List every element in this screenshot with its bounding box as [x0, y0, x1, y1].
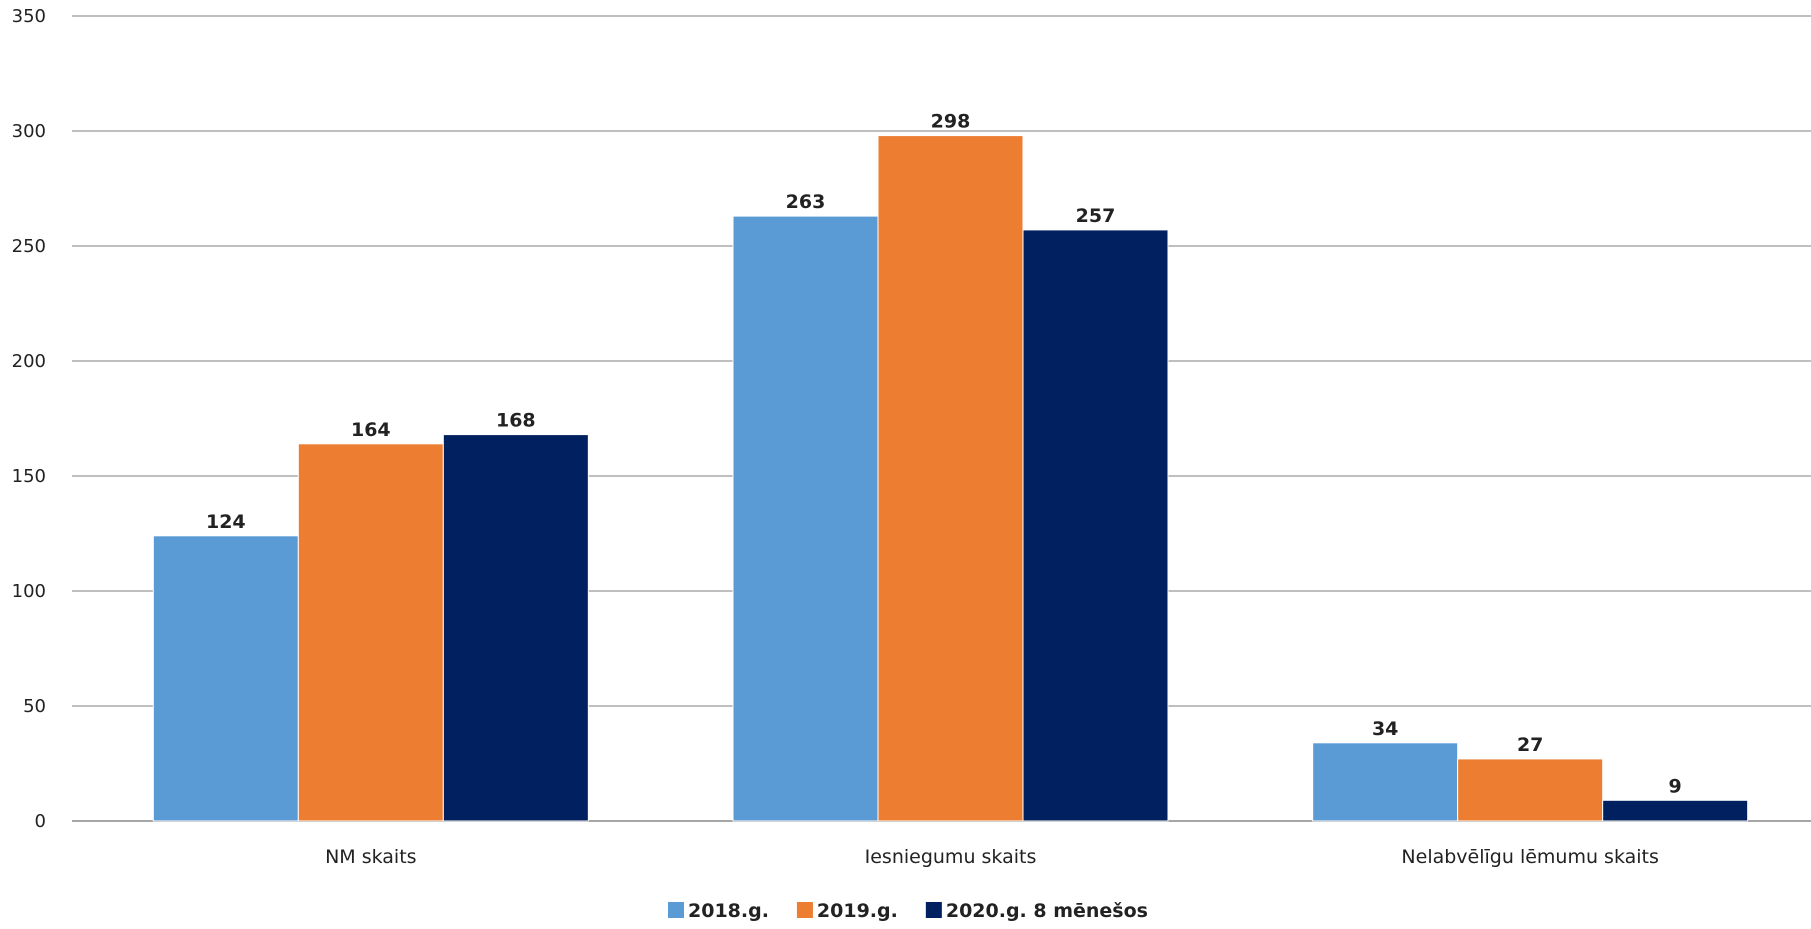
- y-tick-label: 200: [12, 351, 46, 372]
- bar: [297, 443, 444, 822]
- legend-swatch: [796, 902, 813, 918]
- bar: [877, 135, 1024, 822]
- data-labels: 124 164 168 263 298 257 34 27 9: [206, 111, 1682, 798]
- legend-label: 2019.g.: [817, 900, 898, 922]
- legend: 2018.g. 2019.g. 2020.g. 8 mēnešos: [668, 900, 1148, 922]
- y-tick-label: 150: [12, 466, 46, 487]
- x-category-label: NM skaits: [325, 846, 416, 868]
- data-label: 27: [1517, 734, 1543, 756]
- x-category-label: Iesniegumu skaits: [865, 846, 1037, 868]
- legend-label: 2018.g.: [688, 900, 769, 922]
- y-tick-label: 0: [35, 811, 46, 832]
- data-label: 168: [496, 410, 536, 432]
- x-axis-categories: NM skaits Iesniegumu skaits Nelabvēlīgu lē…: [325, 846, 1659, 868]
- y-tick-label: 300: [12, 121, 46, 142]
- bar: [1457, 758, 1604, 822]
- data-label: 164: [351, 419, 391, 441]
- data-label: 263: [786, 191, 826, 213]
- data-label: 34: [1372, 718, 1398, 740]
- bar: [442, 434, 589, 822]
- bar: [152, 535, 299, 822]
- y-tick-label: 350: [12, 6, 46, 27]
- bar: [1312, 742, 1459, 822]
- data-label: 9: [1669, 775, 1682, 797]
- bar: [1602, 799, 1749, 822]
- legend-swatch: [925, 902, 942, 918]
- bar: [732, 215, 879, 822]
- data-label: 257: [1076, 205, 1116, 227]
- legend-swatch: [668, 902, 684, 918]
- bars: [152, 135, 1749, 822]
- y-tick-label: 250: [12, 236, 46, 257]
- y-tick-label: 50: [23, 696, 46, 717]
- data-label: 124: [206, 511, 246, 533]
- bar: [1022, 229, 1169, 822]
- legend-label: 2020.g. 8 mēnešos: [946, 900, 1148, 922]
- x-category-label: Nelabvēlīgu lēmumu skaits: [1401, 846, 1658, 868]
- y-axis-ticks: 0 50 100 150 200 250 300 350: [12, 6, 46, 832]
- data-label: 298: [931, 111, 971, 133]
- y-tick-label: 100: [12, 581, 46, 602]
